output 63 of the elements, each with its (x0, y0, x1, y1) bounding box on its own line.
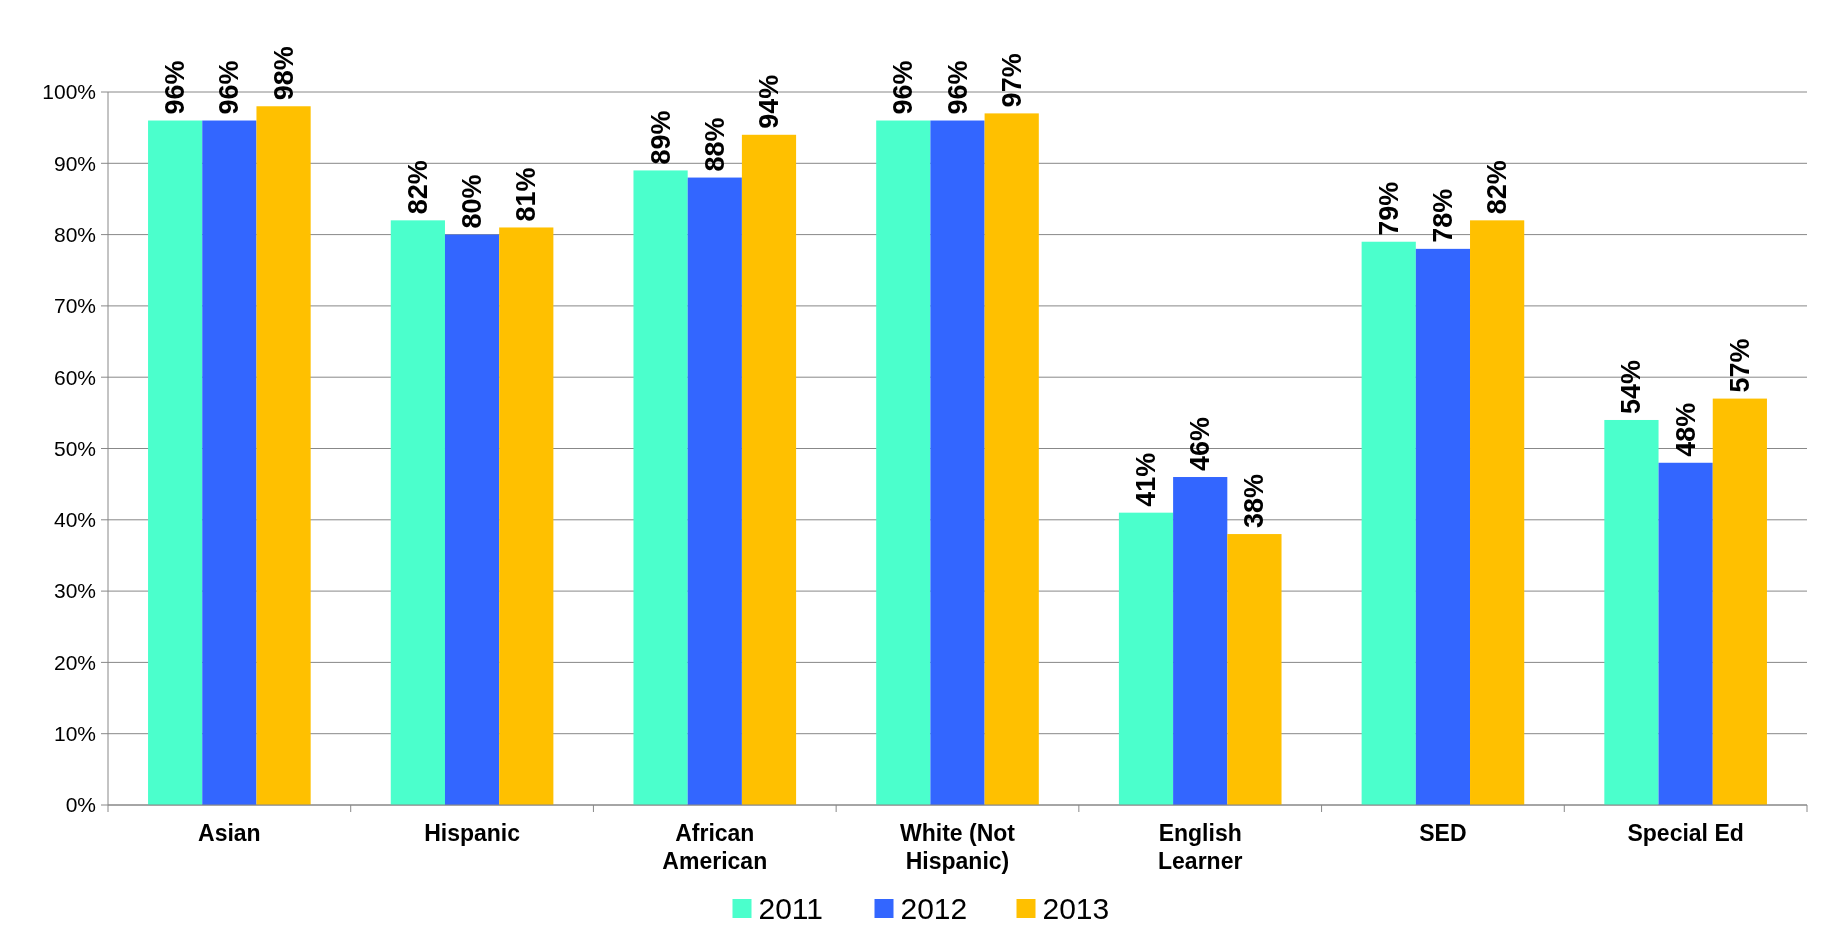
y-tick-label: 10% (53, 722, 96, 746)
data-label: 38% (1239, 474, 1270, 529)
data-label: 48% (1670, 402, 1701, 457)
data-label: 46% (1185, 416, 1216, 472)
bar (499, 227, 554, 805)
data-label: 89% (645, 110, 676, 165)
y-tick-label: 20% (53, 650, 96, 674)
data-label: 54% (1616, 359, 1647, 414)
bar (202, 120, 257, 805)
legend-label: 2012 (900, 892, 968, 925)
bar (1173, 477, 1228, 805)
y-tick-label: 40% (53, 508, 96, 532)
x-tick-label: Asian (198, 820, 261, 846)
x-tick-label: Special Ed (1627, 820, 1744, 846)
x-tick-label: African American (662, 820, 768, 874)
bar (741, 134, 797, 805)
bar (1470, 220, 1525, 805)
y-tick-label: 60% (53, 365, 96, 389)
data-label: 82% (1482, 160, 1513, 215)
bar (1118, 512, 1174, 805)
bar (1361, 241, 1416, 805)
data-label: 96% (888, 60, 919, 115)
data-label: 79% (1373, 181, 1404, 236)
bar (1227, 534, 1282, 805)
bar (148, 120, 203, 805)
bar (633, 170, 688, 805)
x-tick-label: English Learner (1158, 820, 1243, 874)
y-tick-label: 80% (53, 222, 96, 246)
x-tick-label: White (Not Hispanic) (900, 820, 1016, 874)
legend-label: 2013 (1042, 892, 1110, 925)
x-tick-label: Hispanic (424, 820, 521, 846)
data-label: 94% (753, 74, 784, 129)
y-tick-label: 90% (53, 151, 96, 175)
bar (984, 113, 1039, 805)
data-label: 78% (1427, 188, 1458, 243)
bar (687, 177, 742, 805)
y-tick-label: 50% (53, 436, 96, 460)
bar (930, 120, 985, 805)
data-label: 96% (942, 60, 973, 115)
bar (390, 220, 445, 805)
bar (256, 106, 311, 805)
bar (1604, 419, 1659, 805)
data-label: 96% (160, 60, 191, 115)
x-tick-label: SED (1419, 820, 1467, 846)
bar (1415, 248, 1471, 805)
data-label: 88% (699, 117, 730, 172)
bar (1712, 398, 1767, 805)
y-tick-label: 0% (65, 793, 96, 817)
bar (876, 120, 931, 805)
y-tick-label: 100% (42, 80, 96, 104)
legend-label: 2011 (758, 892, 824, 925)
data-label: 80% (457, 174, 488, 229)
data-label: 97% (996, 53, 1027, 108)
data-label: 82% (402, 160, 433, 215)
data-label: 41% (1131, 452, 1162, 507)
data-label: 98% (268, 46, 299, 101)
bar (1658, 462, 1713, 805)
y-tick-label: 70% (53, 294, 96, 318)
data-label: 57% (1724, 338, 1755, 393)
data-label: 81% (511, 167, 542, 222)
bar (444, 234, 500, 805)
data-label: 96% (214, 60, 245, 115)
y-tick-label: 30% (53, 579, 96, 603)
